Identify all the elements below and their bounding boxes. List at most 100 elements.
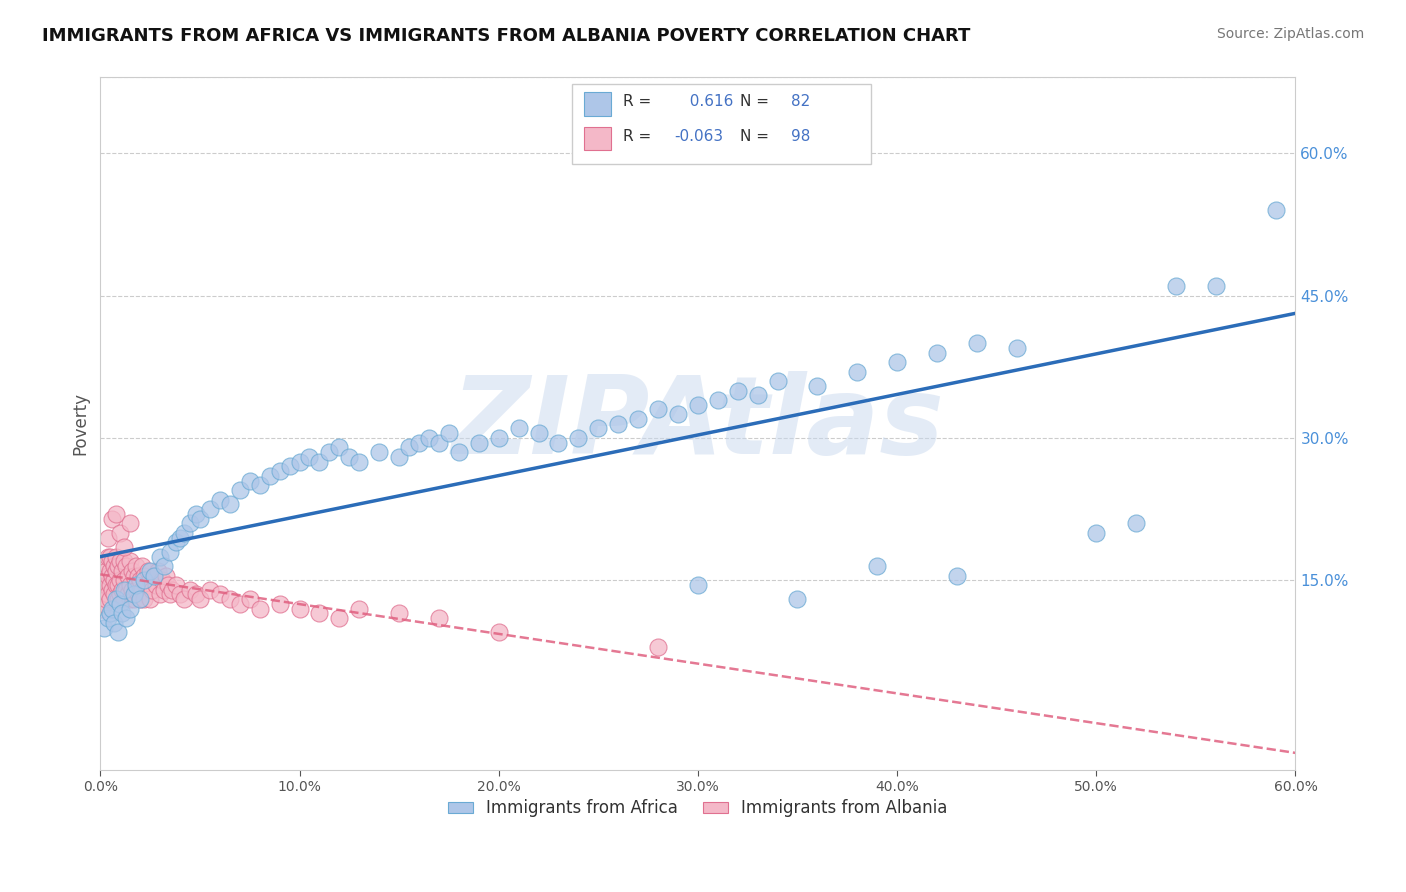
Point <box>388 607 411 621</box>
Point <box>269 597 291 611</box>
Point <box>121 564 143 578</box>
Point <box>101 582 124 597</box>
Point <box>97 531 120 545</box>
Point <box>408 435 430 450</box>
FancyBboxPatch shape <box>572 85 872 164</box>
Point <box>115 559 138 574</box>
Point <box>103 559 125 574</box>
Point <box>727 384 749 398</box>
Point <box>278 459 301 474</box>
Point <box>105 592 128 607</box>
Point <box>111 582 134 597</box>
Point <box>208 492 231 507</box>
Point <box>120 578 142 592</box>
Point <box>120 554 142 568</box>
Point <box>308 607 330 621</box>
Point <box>103 587 125 601</box>
Point <box>588 421 610 435</box>
Text: 0.616: 0.616 <box>681 95 734 109</box>
Point <box>328 441 350 455</box>
Point <box>169 587 191 601</box>
Point <box>139 574 162 588</box>
Legend: Immigrants from Africa, Immigrants from Albania: Immigrants from Africa, Immigrants from … <box>441 793 955 824</box>
Point <box>139 592 162 607</box>
Point <box>218 592 240 607</box>
Text: 82: 82 <box>792 95 810 109</box>
Point <box>418 431 440 445</box>
Point <box>184 587 207 601</box>
Point <box>131 582 153 597</box>
Point <box>165 578 187 592</box>
Point <box>105 578 128 592</box>
Point <box>398 441 420 455</box>
Point <box>198 502 221 516</box>
Point <box>153 582 176 597</box>
Text: ZIPAtlas: ZIPAtlas <box>451 371 945 476</box>
Point <box>1205 279 1227 293</box>
Point <box>96 592 118 607</box>
Point <box>159 545 181 559</box>
Point <box>91 601 114 615</box>
Point <box>1125 516 1147 531</box>
Point <box>115 582 138 597</box>
Point <box>437 426 460 441</box>
Point <box>229 597 252 611</box>
Point <box>149 587 172 601</box>
FancyBboxPatch shape <box>585 92 610 116</box>
Point <box>143 568 166 582</box>
Point <box>547 435 569 450</box>
Point <box>111 564 134 578</box>
Point <box>686 578 709 592</box>
Text: N =: N = <box>740 128 769 144</box>
Point <box>308 455 330 469</box>
Text: R =: R = <box>623 128 651 144</box>
Point <box>97 611 120 625</box>
Text: IMMIGRANTS FROM AFRICA VS IMMIGRANTS FROM ALBANIA POVERTY CORRELATION CHART: IMMIGRANTS FROM AFRICA VS IMMIGRANTS FRO… <box>42 27 970 45</box>
Text: R =: R = <box>623 95 651 109</box>
Point <box>97 587 120 601</box>
Point <box>218 497 240 511</box>
Point <box>93 597 115 611</box>
Point <box>101 601 124 615</box>
Point <box>135 578 157 592</box>
Point <box>488 431 510 445</box>
Point <box>110 597 132 611</box>
Point <box>153 559 176 574</box>
Point <box>1005 341 1028 355</box>
Text: Source: ZipAtlas.com: Source: ZipAtlas.com <box>1216 27 1364 41</box>
Point <box>145 578 167 592</box>
Point <box>169 531 191 545</box>
Point <box>127 568 149 582</box>
Point <box>368 445 391 459</box>
Point <box>1264 203 1286 218</box>
Point <box>173 525 195 540</box>
Point <box>173 592 195 607</box>
Point <box>388 450 411 464</box>
Point <box>129 574 152 588</box>
Point <box>117 587 139 601</box>
Point <box>427 435 450 450</box>
Point <box>288 455 311 469</box>
Point <box>110 574 132 588</box>
Point <box>886 355 908 369</box>
Point <box>107 559 129 574</box>
Point <box>747 388 769 402</box>
Point <box>160 582 183 597</box>
Point <box>97 549 120 564</box>
Point <box>93 621 115 635</box>
Point <box>111 607 134 621</box>
Point <box>157 578 180 592</box>
Point <box>110 554 132 568</box>
Point <box>125 578 148 592</box>
Point <box>179 516 201 531</box>
Point <box>101 511 124 525</box>
Point <box>846 365 869 379</box>
Point <box>115 611 138 625</box>
Point <box>447 445 470 459</box>
Point <box>98 564 121 578</box>
Point <box>337 450 360 464</box>
Point <box>107 578 129 592</box>
Point <box>122 592 145 607</box>
Point <box>96 578 118 592</box>
Point <box>98 592 121 607</box>
